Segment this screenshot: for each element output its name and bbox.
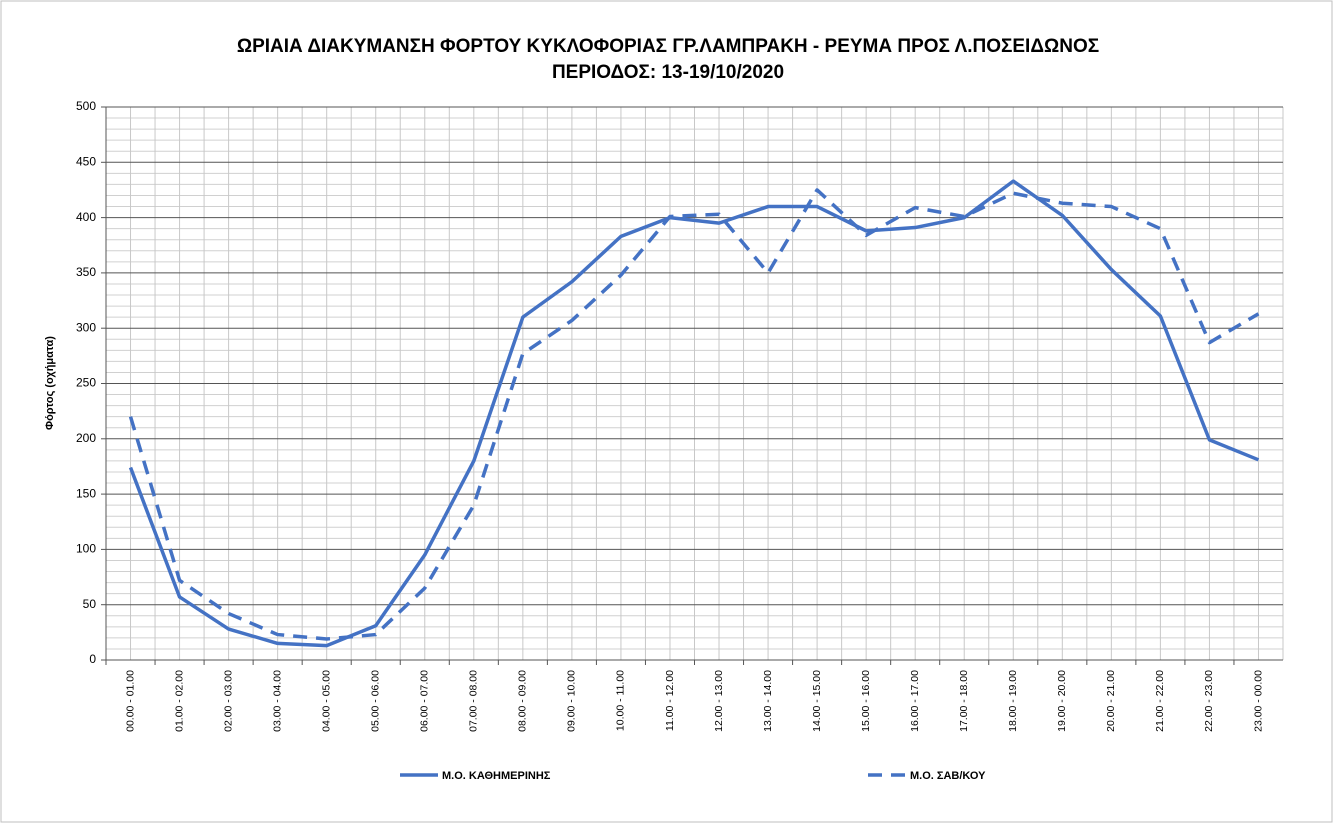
x-tick-label: 06.00 - 07.00 [419, 670, 431, 732]
x-tick-label: 01.00 - 02.00 [173, 670, 185, 732]
y-tick-label: 150 [76, 486, 96, 500]
y-tick-label: 500 [76, 99, 96, 113]
x-tick-label: 10.00 - 11.00 [615, 670, 627, 731]
x-tick-label: 14.00 - 15.00 [811, 670, 823, 732]
x-tick-label: 11.00 - 12.00 [664, 670, 676, 731]
chart-subtitle: ΠΕΡΙΟΔΟΣ: 13-19/10/2020 [552, 62, 784, 83]
x-tick-label: 07.00 - 08.00 [468, 670, 480, 732]
x-tick-label: 13.00 - 14.00 [762, 670, 774, 732]
x-tick-label: 00.00 - 01.00 [124, 670, 136, 732]
chart-title: ΩΡΙΑΙΑ ΔΙΑΚΥΜΑΝΣΗ ΦΟΡΤΟΥ ΚΥΚΛΟΦΟΡΙΑΣ ΓΡ.… [237, 36, 1099, 57]
x-tick-label: 22.00 - 23.00 [1203, 670, 1215, 732]
y-tick-label: 200 [76, 431, 96, 445]
x-tick-label: 17.00 - 18.00 [958, 670, 970, 732]
x-tick-label: 02.00 - 03.00 [222, 670, 234, 732]
x-tick-label: 16.00 - 17.00 [909, 670, 921, 732]
y-tick-label: 450 [76, 154, 96, 168]
legend-label: Μ.Ο. ΚΑΘΗΜΕΡΙΝΗΣ [442, 770, 551, 782]
series-line [128, 179, 1260, 648]
x-tick-label: 15.00 - 16.00 [860, 670, 872, 732]
y-tick-label: 0 [89, 652, 96, 666]
x-tick-label: 18.00 - 19.00 [1007, 670, 1019, 732]
y-tick-label: 350 [76, 265, 96, 279]
legend-label: Μ.Ο. ΣΑΒ/ΚΟΥ [910, 770, 986, 782]
y-tick-label: 100 [76, 542, 96, 556]
y-tick-label: 400 [76, 210, 96, 224]
y-tick-label: 250 [76, 376, 96, 390]
y-tick-label: 50 [83, 597, 97, 611]
x-tick-label: 03.00 - 04.00 [271, 670, 283, 732]
x-tick-label: 20.00 - 21.00 [1105, 670, 1117, 732]
y-axis-label: Φόρτος (οχήματα) [44, 336, 56, 430]
x-tick-label: 05.00 - 06.00 [370, 670, 382, 732]
x-tick-label: 23.00 - 00.00 [1252, 670, 1264, 732]
x-tick-label: 08.00 - 09.00 [517, 670, 529, 732]
x-tick-label: 04.00 - 05.00 [320, 670, 332, 732]
x-tick-label: 09.00 - 10.00 [566, 670, 578, 732]
series-line [128, 188, 1260, 641]
x-tick-label: 19.00 - 20.00 [1056, 670, 1068, 732]
x-tick-label: 12.00 - 13.00 [713, 670, 725, 732]
x-tick-label: 21.00 - 22.00 [1154, 670, 1166, 732]
y-tick-label: 300 [76, 320, 96, 334]
